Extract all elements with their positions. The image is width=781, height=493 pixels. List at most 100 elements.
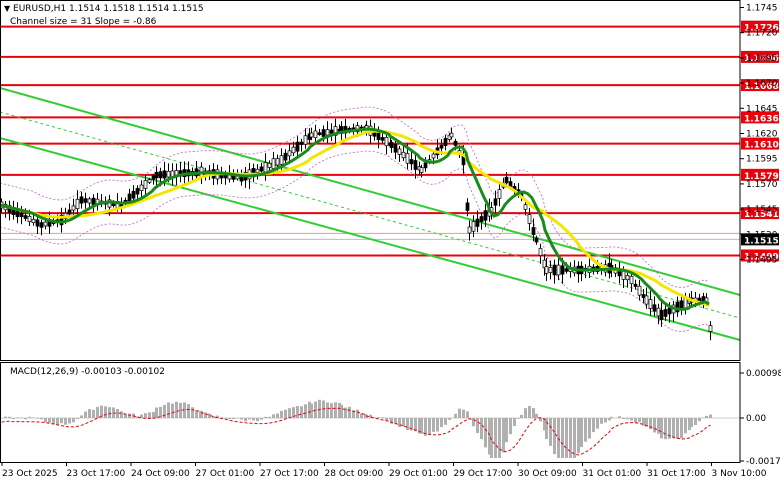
macd-histogram-bar	[420, 418, 423, 434]
macd-histogram-bar	[484, 418, 487, 447]
time-axis-label: 23 Oct 2025	[2, 469, 58, 479]
candle-body	[140, 185, 143, 191]
candle-body	[406, 153, 409, 163]
macd-histogram-bar	[191, 407, 194, 418]
price-axis-label: 1.1495	[746, 256, 778, 266]
macd-histogram-bar	[200, 411, 203, 418]
macd-histogram-bar	[622, 418, 625, 419]
candle-body	[136, 188, 139, 194]
candle-body	[653, 305, 656, 312]
time-axis-label: 28 Oct 09:00	[325, 469, 384, 479]
candle-body	[524, 205, 527, 210]
macd-histogram-bar	[348, 407, 351, 418]
candle-body	[155, 172, 158, 178]
macd-histogram-bar	[330, 403, 333, 418]
candle-body	[450, 133, 453, 137]
macd-histogram-bar	[702, 417, 705, 418]
time-axis-label: 29 Oct 01:00	[389, 469, 448, 479]
candle-body	[424, 163, 427, 168]
price-axis-label: 1.1720	[746, 29, 778, 39]
macd-histogram-bar	[12, 418, 15, 419]
macd-histogram-bar	[569, 418, 572, 458]
macd-histogram-bar	[280, 411, 283, 418]
candle-body	[28, 216, 31, 221]
macd-histogram-bar	[64, 418, 67, 425]
macd-histogram-bar	[8, 417, 11, 418]
macd-histogram-bar	[48, 418, 51, 423]
macd-histogram-bar	[494, 418, 497, 458]
macd-histogram-bar	[72, 418, 75, 422]
macd-histogram-bar	[513, 418, 516, 426]
candle-body	[381, 137, 384, 140]
macd-histogram-bar	[60, 418, 63, 423]
macd-histogram-bar	[195, 410, 198, 418]
macd-histogram-bar	[545, 418, 548, 439]
candle-body	[398, 149, 401, 155]
macd-histogram-bar	[476, 418, 479, 433]
macd-histogram-bar	[653, 418, 656, 432]
price-axis-label: 1.1645	[746, 104, 778, 114]
candle-body	[535, 238, 538, 242]
candle-body	[159, 172, 162, 178]
macd-histogram-bar	[310, 404, 313, 418]
candle-body	[84, 199, 87, 203]
channel-info: Channel size = 31 Slope = -0.86	[10, 17, 156, 27]
macd-histogram-bar	[128, 414, 131, 418]
candle-body	[468, 227, 471, 233]
macd-histogram-bar	[462, 410, 465, 418]
candle-body	[626, 275, 629, 279]
candle-body	[272, 159, 275, 169]
macd-histogram-bar	[187, 404, 190, 418]
macd-label: MACD(12,26,9) -0.00103 -0.00102	[10, 367, 165, 377]
macd-histogram-bar	[472, 418, 475, 426]
macd-histogram-bar	[394, 418, 397, 424]
price-axis-label: 1.1695	[746, 54, 778, 64]
candle-body	[402, 152, 405, 157]
macd-histogram-bar	[84, 412, 87, 418]
candle-body	[296, 142, 299, 151]
candle-body	[630, 276, 633, 283]
candle-body	[509, 182, 512, 187]
dropdown-triangle-icon[interactable]: ▼	[4, 4, 10, 13]
candle-body	[326, 130, 329, 135]
candle-body	[414, 161, 417, 170]
macd-histogram-bar	[4, 417, 7, 418]
candle-body	[649, 300, 652, 309]
candle-body	[40, 223, 43, 228]
macd-histogram-bar	[276, 413, 279, 418]
price-axis-label: 1.1620	[746, 130, 778, 140]
macd-histogram-bar	[268, 417, 271, 418]
time-axis-label: 3 Nov 10:00	[712, 469, 767, 479]
macd-histogram-bar	[690, 418, 693, 427]
time-axis-label: 24 Oct 09:00	[131, 469, 190, 479]
macd-histogram-bar	[167, 402, 170, 418]
macd-histogram-bar	[440, 418, 443, 427]
macd-histogram-bar	[573, 418, 576, 458]
macd-histogram-bar	[171, 404, 174, 418]
macd-histogram-bar	[284, 410, 287, 418]
macd-histogram-bar	[596, 418, 599, 429]
macd-histogram-bar	[20, 417, 23, 418]
price-axis-label: 1.1745	[746, 4, 778, 14]
candle-body	[148, 180, 151, 183]
candle-body	[44, 222, 47, 226]
candle-body	[440, 145, 443, 148]
level-tag-label: 1.1636	[744, 114, 779, 124]
macd-histogram-bar	[76, 418, 79, 419]
candle-body	[276, 159, 279, 165]
price-axis-label: 1.1570	[746, 180, 778, 190]
candle-body	[532, 227, 535, 234]
macd-histogram-bar	[44, 418, 47, 422]
macd-histogram-bar	[32, 417, 35, 418]
symbol-ohlc-line: EURUSD,H1 1.1514 1.1518 1.1514 1.1515	[13, 4, 204, 14]
price-axis-label: 1.1545	[746, 205, 778, 215]
candle-body	[664, 310, 667, 317]
candle-body	[657, 308, 660, 316]
macd-histogram-bar	[381, 417, 384, 418]
macd-histogram-bar	[676, 418, 679, 439]
candle-body	[484, 211, 487, 221]
candle-body	[24, 216, 27, 219]
macd-histogram-bar	[498, 418, 501, 458]
